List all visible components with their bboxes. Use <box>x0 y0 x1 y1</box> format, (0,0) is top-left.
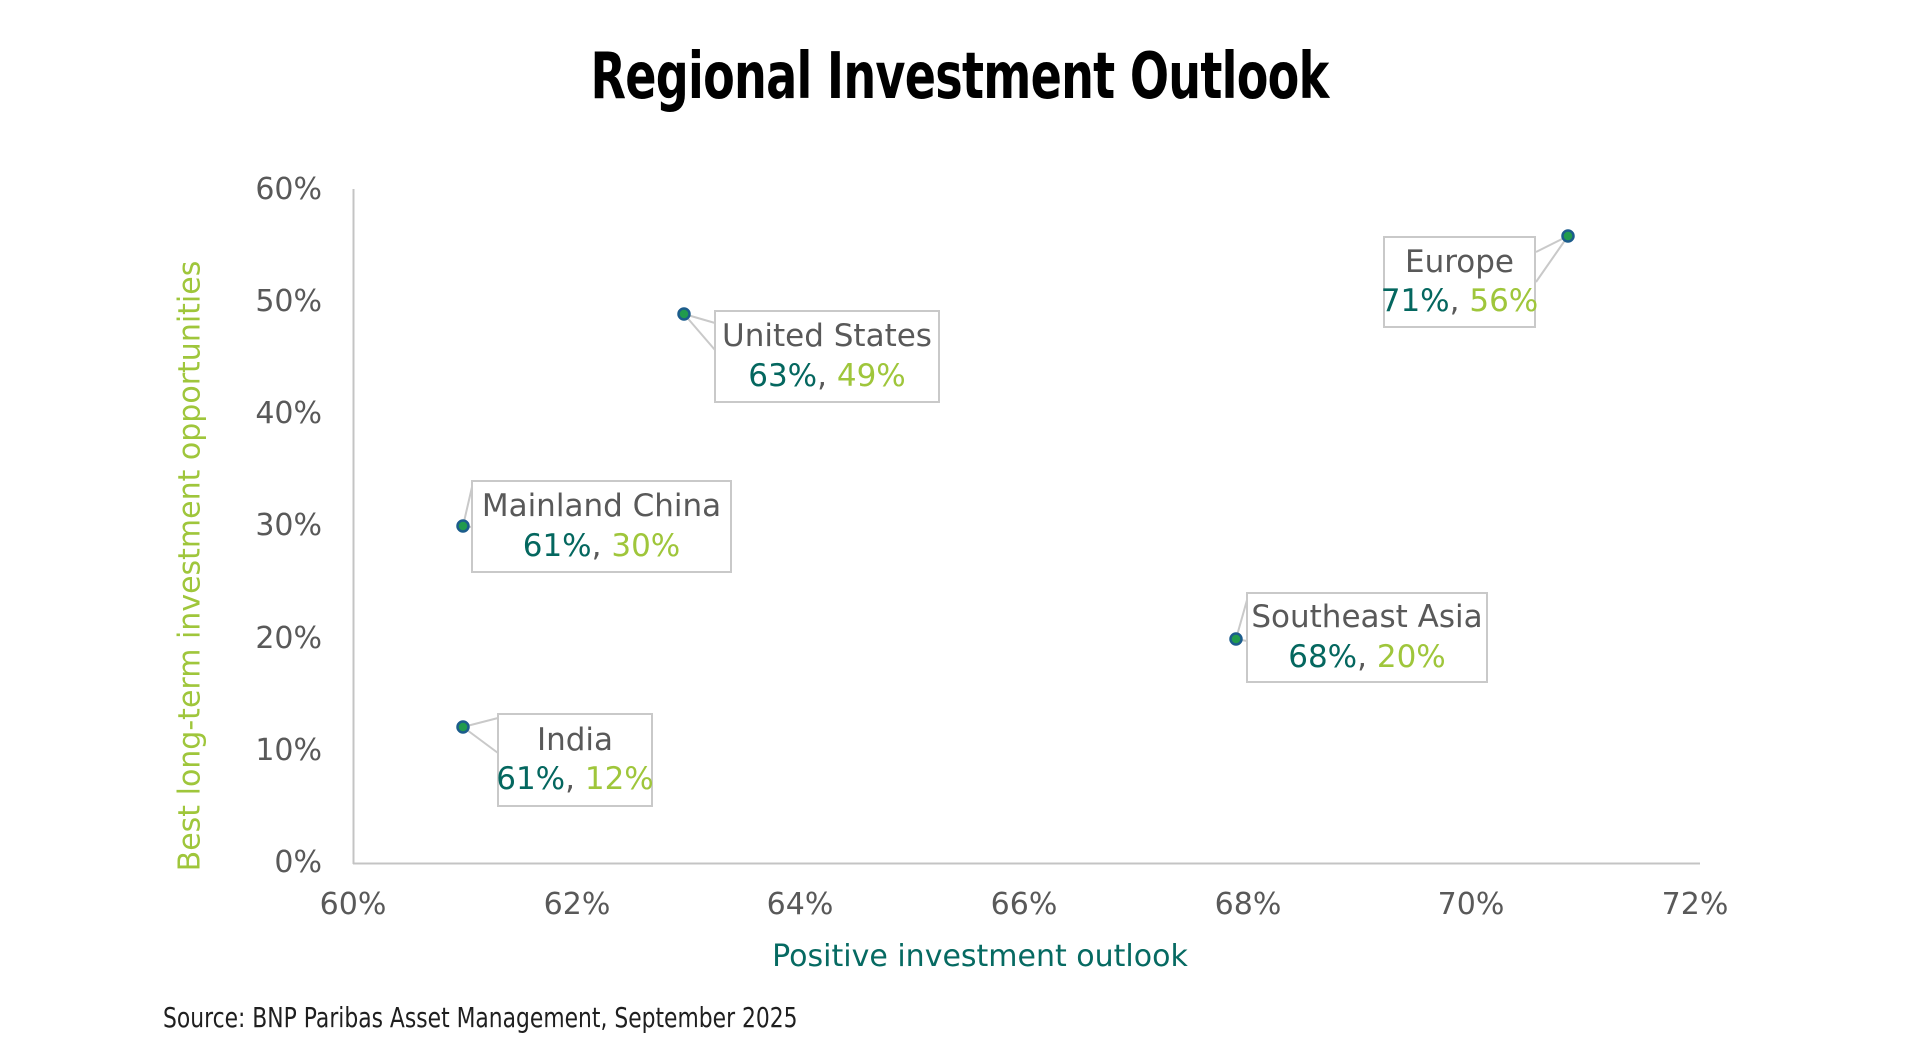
value-separator: , <box>591 527 612 564</box>
x-tick-66: 66% <box>990 887 1058 922</box>
y-tick-60: 60% <box>255 172 322 207</box>
data-point-india <box>456 720 470 734</box>
y-tick-20: 20% <box>255 621 322 656</box>
y-tick-0: 0% <box>274 845 322 880</box>
value-separator: , <box>565 761 585 797</box>
callout-india: India 61%, 12% <box>496 713 654 807</box>
longterm-value: 30% <box>611 527 681 564</box>
callout-region-name: Southeast Asia <box>1251 599 1483 636</box>
y-tick-40: 40% <box>255 396 322 431</box>
callout-values: 61%, 12% <box>496 760 654 799</box>
callout-values: 61%, 30% <box>523 527 681 566</box>
x-tick-62: 62% <box>543 887 611 922</box>
leader-united-states <box>683 313 716 351</box>
callout-values: 68%, 20% <box>1288 638 1446 677</box>
outlook-value: 68% <box>1288 638 1358 675</box>
source-note: Source: BNP Paribas Asset Management, Se… <box>163 1001 798 1034</box>
x-tick-68: 68% <box>1214 887 1282 922</box>
callout-region-name: Mainland China <box>481 488 722 525</box>
value-separator: , <box>1449 283 1470 319</box>
longterm-value: 49% <box>836 357 906 394</box>
leader-europe <box>1535 235 1569 283</box>
data-point-europe <box>1561 229 1575 243</box>
data-point-mainland-china <box>456 519 470 533</box>
y-tick-50: 50% <box>255 284 322 319</box>
data-point-united-states <box>677 307 691 321</box>
scatter-markers <box>456 229 1575 734</box>
x-tick-64: 64% <box>766 887 834 922</box>
callout-region-name: United States <box>722 318 932 355</box>
longterm-value: 56% <box>1469 283 1539 319</box>
y-tick-10: 10% <box>255 733 322 768</box>
y-tick-30: 30% <box>255 508 322 543</box>
outlook-value: 61% <box>522 527 592 564</box>
x-axis-title: Positive investment outlook <box>772 939 1188 974</box>
data-point-southeast-asia <box>1229 632 1243 646</box>
callout-region-name: Europe <box>1404 243 1514 280</box>
outlook-value: 61% <box>496 761 566 797</box>
longterm-value: 20% <box>1376 638 1446 675</box>
value-separator: , <box>817 357 837 394</box>
callout-europe: Europe 71%, 56% <box>1381 236 1539 328</box>
callout-values: 71%, 56% <box>1381 282 1539 321</box>
outlook-value: 63% <box>748 357 818 394</box>
callout-mainland-china: Mainland China 61%, 30% <box>471 480 732 573</box>
x-tick-70: 70% <box>1437 887 1505 922</box>
callout-region-name: India <box>536 721 614 758</box>
outlook-value: 71% <box>1380 283 1450 319</box>
x-tick-60: 60% <box>319 887 387 922</box>
value-separator: , <box>1357 638 1377 675</box>
callout-values: 63%, 49% <box>748 357 906 396</box>
x-tick-72: 72% <box>1661 887 1729 922</box>
callout-united-states: United States 63%, 49% <box>714 310 940 403</box>
longterm-value: 12% <box>584 761 654 797</box>
chart-title: Regional Investment Outlook <box>590 40 1329 114</box>
callout-southeast-asia: Southeast Asia 68%, 20% <box>1246 592 1488 683</box>
